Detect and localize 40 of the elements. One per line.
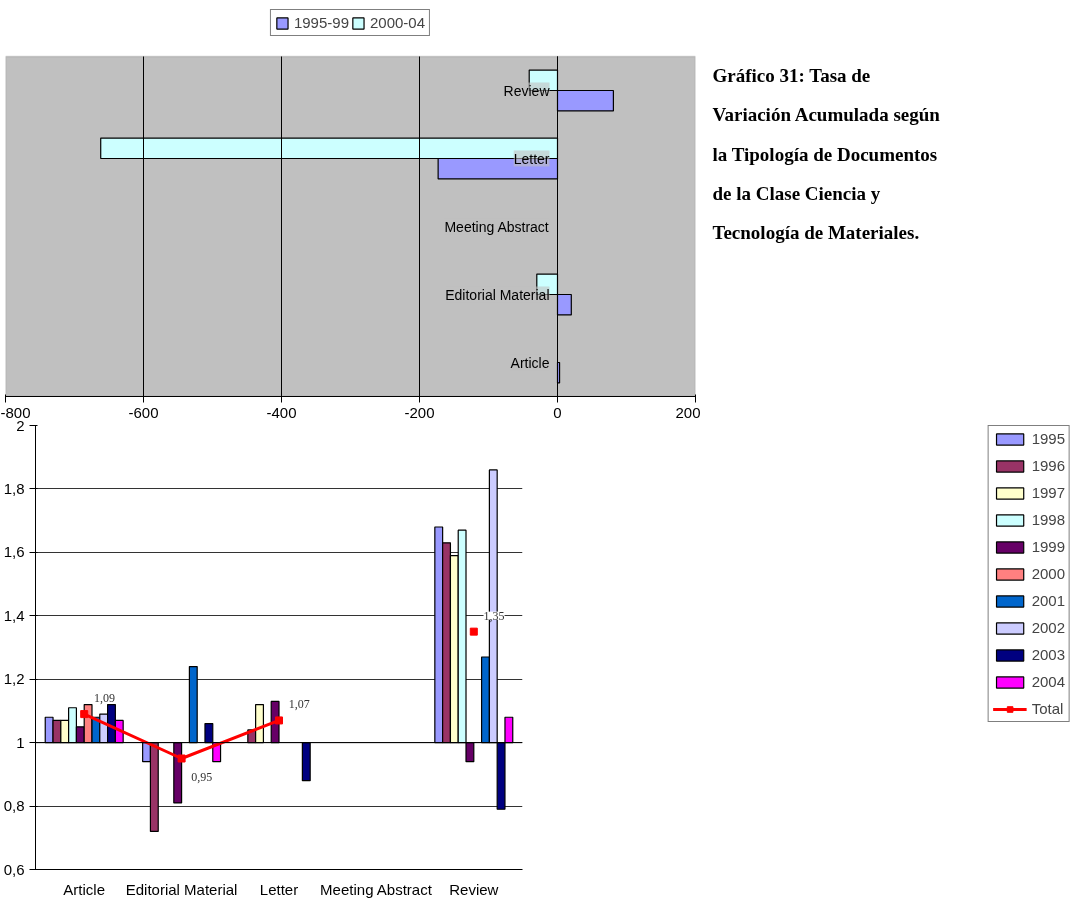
legend-label: 2004 (1031, 673, 1065, 690)
x-tick-label: Meeting Abstract (320, 880, 433, 898)
x-tick-label: -200 (404, 403, 435, 421)
legend-label: 1999 (1031, 538, 1065, 555)
legend-label: 2001 (1031, 592, 1065, 609)
y-tick-label: 0,8 (3, 797, 25, 815)
x-tick-label: 0 (553, 403, 562, 421)
legend-label: 1995 (1031, 430, 1065, 447)
x-tick-label: -800 (0, 403, 31, 421)
x-tick-label: 200 (675, 403, 701, 421)
y-tick-label: 1,8 (3, 479, 25, 497)
x-tick-label: Letter (259, 880, 299, 898)
y-tick-label: Letter (513, 150, 550, 167)
y-tick-label: 0,6 (3, 860, 25, 878)
data-label: 1,07 (288, 697, 310, 712)
y-tick-label: 1,4 (3, 606, 25, 624)
legend-label: 2003 (1031, 646, 1065, 663)
legend-label: 1995-99 (293, 14, 349, 31)
x-tick-label: -600 (128, 403, 159, 421)
y-tick-label: Meeting Abstract (444, 218, 549, 235)
legend-label: Total (1031, 700, 1064, 717)
x-tick-label: -400 (266, 403, 297, 421)
data-label: 1,35 (483, 608, 505, 623)
data-label: 1,09 (93, 691, 115, 706)
y-tick-label: 1,2 (3, 670, 25, 688)
legend-label: 2000-04 (370, 14, 426, 31)
y-tick-label: 1 (16, 733, 25, 751)
y-tick-label: Editorial Material (445, 286, 550, 303)
y-tick-label: Article (510, 354, 550, 371)
legend-label: 1998 (1031, 511, 1065, 528)
data-label: 0,95 (191, 769, 213, 784)
legend-label: 1996 (1031, 457, 1065, 474)
text: Gráfico 31: Tasa de Variación Acumulada según la Tipología de Documentos de la Clase Ciencia y Tecnología de Materiales. (712, 65, 941, 243)
y-tick-label: 1,6 (3, 543, 25, 561)
y-tick-label: Review (503, 82, 551, 99)
x-tick-label: Article (63, 880, 106, 898)
legend-label: 2002 (1031, 619, 1065, 636)
x-tick-label: Editorial Material (125, 880, 238, 898)
legend-label: 1997 (1031, 484, 1065, 501)
legend-label: 2000 (1031, 565, 1065, 582)
